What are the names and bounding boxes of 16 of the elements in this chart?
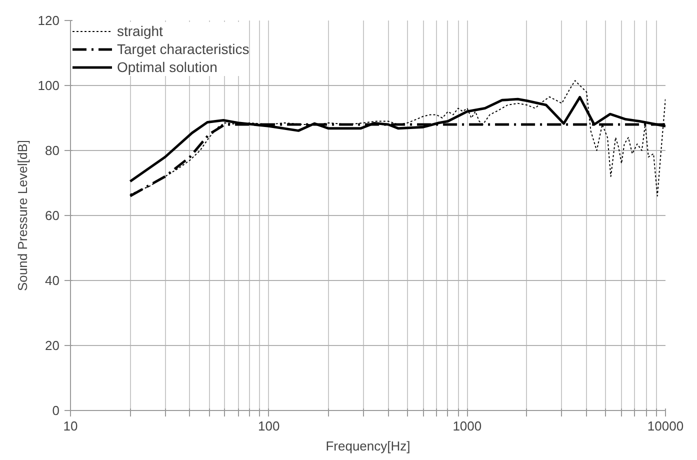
y-tick-label: 60 — [45, 208, 60, 223]
y-tick-label: 100 — [38, 78, 60, 93]
x-axis-title: Frequency[Hz] — [326, 438, 410, 454]
x-tick-label: 1000 — [452, 418, 482, 434]
y-tick-label: 20 — [45, 338, 60, 353]
legend-label: Optimal solution — [117, 58, 218, 76]
y-axis-title: Sound Pressure Level[dB] — [14, 140, 30, 292]
x-tick-label: 100 — [258, 418, 280, 434]
x-tick-label: 10 — [63, 418, 78, 434]
y-tick-label: 80 — [45, 143, 60, 158]
legend-label: Target characteristics — [117, 40, 250, 58]
y-tick-label: 40 — [45, 273, 60, 288]
legend-label: straight — [117, 22, 163, 40]
y-tick-label: 120 — [38, 13, 60, 28]
y-tick-label: 0 — [52, 403, 60, 418]
x-tick-label: 10000 — [647, 418, 684, 434]
